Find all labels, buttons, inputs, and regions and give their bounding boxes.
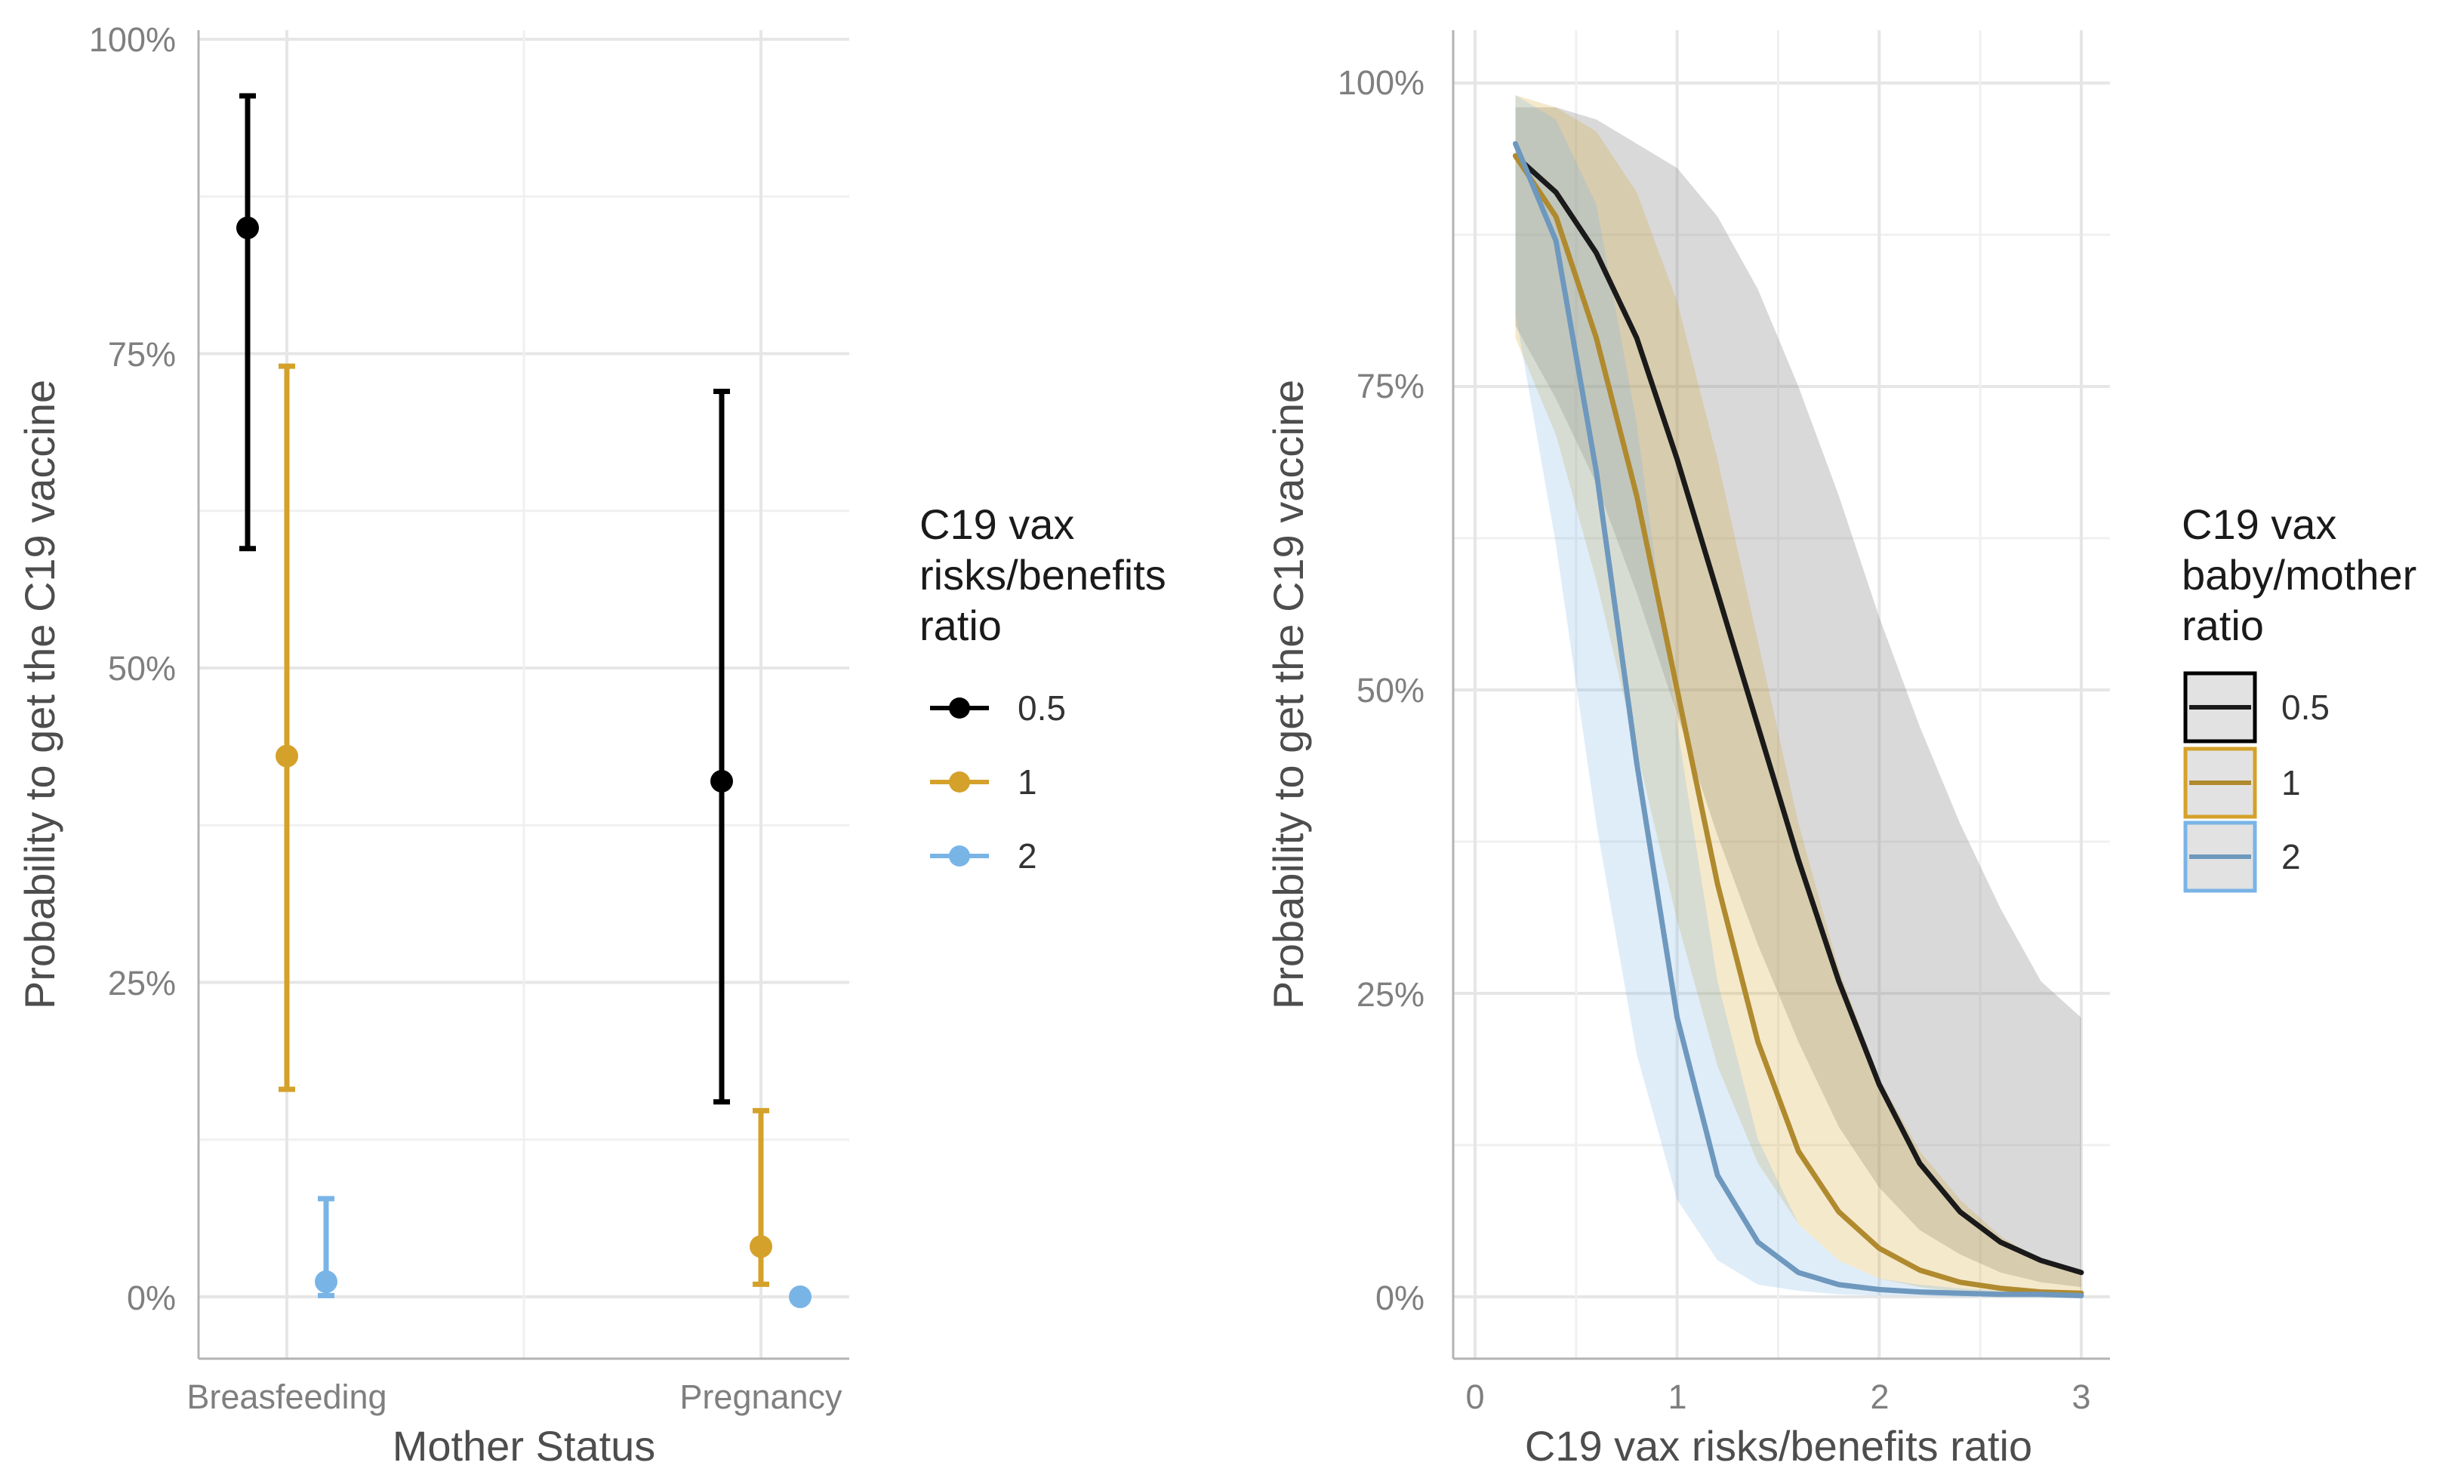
left-xtick-breasfeeding: Breasfeeding: [186, 1378, 387, 1416]
left-y-axis-title: Probability to get the C19 vaccine: [16, 380, 63, 1009]
left-legend-title-line-2: risks/benefits: [919, 551, 1166, 599]
left-y-tick-labels: 0% 25% 50% 75% 100%: [89, 20, 176, 1317]
left-legend-title-line-1: C19 vax: [919, 500, 1074, 548]
right-legend-label-0.5: 0.5: [2281, 688, 2330, 727]
point-1-pregnancy: [750, 1235, 772, 1258]
right-xtick-2: 2: [1870, 1378, 1889, 1416]
right-y-tick-labels: 0% 25% 50% 75% 100%: [1338, 63, 1424, 1317]
left-x-tick-labels: Breasfeeding Pregnancy: [186, 1378, 842, 1416]
left-legend: C19 vax risks/benefits ratio 0.5 1 2: [919, 500, 1166, 876]
left-legend-item-2: 2: [930, 836, 1037, 876]
left-legend-label-2: 2: [1018, 836, 1037, 876]
series-line-0.5: [1513, 153, 2084, 1276]
point-0.5-breasfeeding: [236, 216, 259, 239]
left-ytick-1: 25%: [108, 964, 176, 1002]
right-series-lines: [1513, 140, 2084, 1298]
left-panel: 0% 25% 50% 75% 100% Breasfeeding Pregnan…: [16, 20, 1166, 1470]
left-xtick-pregnancy: Pregnancy: [679, 1378, 842, 1416]
series-line-1: [1513, 153, 2084, 1296]
point-2-pregnancy: [789, 1285, 812, 1308]
right-legend-title-line-2: baby/mother: [2182, 551, 2416, 599]
point-2-breasfeeding: [315, 1270, 337, 1294]
right-legend-label-1: 1: [2281, 763, 2301, 802]
left-legend-key-point-2: [949, 845, 970, 867]
right-ytick-1: 25%: [1357, 975, 1424, 1014]
errorbar-1-pregnancy: [750, 1107, 772, 1287]
left-x-axis-title: Mother Status: [393, 1422, 656, 1470]
right-ytick-2: 50%: [1357, 671, 1424, 710]
right-xtick-1: 1: [1668, 1378, 1686, 1416]
errorbar-0.5-pregnancy: [710, 388, 733, 1105]
left-legend-title-line-3: ratio: [919, 602, 1002, 649]
right-legend-item-1: 1: [2183, 747, 2301, 819]
right-legend: C19 vax baby/mother ratio 0.5 1 2: [2182, 500, 2416, 893]
right-x-axis-title: C19 vax risks/benefits ratio: [1525, 1422, 2032, 1470]
right-legend-title-line-3: ratio: [2182, 602, 2264, 649]
right-gridlines: [1453, 30, 2110, 1359]
right-xtick-3: 3: [2071, 1378, 2090, 1416]
left-ytick-2: 50%: [108, 649, 176, 688]
errorbar-0.5-breasfeeding: [236, 93, 259, 552]
errorbar-2-pregnancy: [789, 1285, 812, 1308]
right-x-tick-labels: 0 1 2 3: [1465, 1378, 2090, 1416]
point-1-breasfeeding: [276, 744, 298, 768]
left-legend-item-0.5: 0.5: [930, 688, 1066, 728]
left-legend-label-0.5: 0.5: [1018, 688, 1066, 728]
left-ytick-4: 100%: [89, 20, 176, 59]
left-ytick-3: 75%: [108, 335, 176, 374]
right-legend-title-line-1: C19 vax: [2182, 500, 2336, 548]
right-panel: 0% 25% 50% 75% 100% 0 1 2 3 C19 vax risk…: [1264, 30, 2416, 1470]
right-ytick-0: 0%: [1375, 1279, 1424, 1317]
right-legend-item-2: 2: [2183, 821, 2301, 893]
left-legend-label-1: 1: [1018, 762, 1037, 802]
right-ytick-4: 100%: [1338, 63, 1424, 102]
confidence-band-2: [1515, 95, 2081, 1298]
left-plot-marks: [236, 93, 812, 1308]
left-legend-item-1: 1: [930, 762, 1037, 802]
right-legend-label-2: 2: [2281, 837, 2301, 876]
right-y-axis-title: Probability to get the C19 vaccine: [1264, 380, 1312, 1009]
right-legend-item-0.5: 0.5: [2183, 671, 2330, 744]
errorbar-2-breasfeeding: [315, 1196, 337, 1298]
right-xtick-0: 0: [1465, 1378, 1484, 1416]
left-legend-key-point-0.5: [949, 697, 970, 719]
left-ytick-0: 0%: [127, 1279, 176, 1317]
left-legend-key-point-1: [949, 771, 970, 793]
point-0.5-pregnancy: [710, 769, 733, 793]
right-ytick-3: 75%: [1357, 367, 1424, 405]
errorbar-1-breasfeeding: [276, 363, 298, 1092]
series-line-2: [1513, 140, 2084, 1298]
